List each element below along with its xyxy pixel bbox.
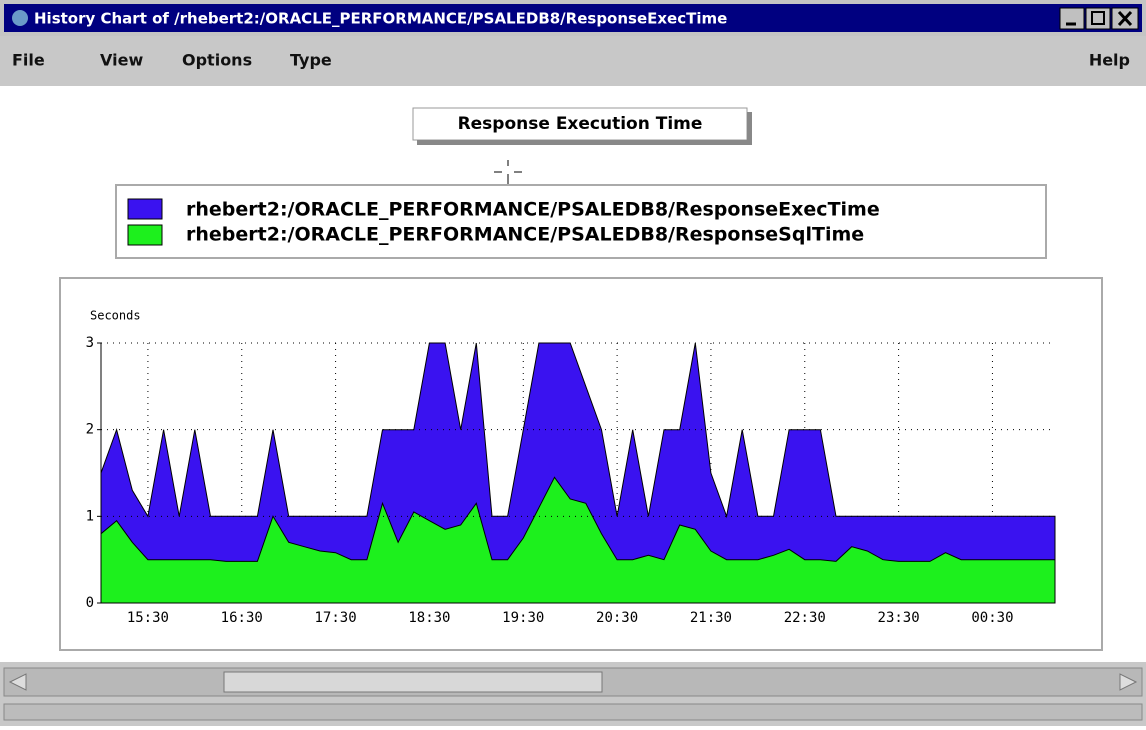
legend-swatch (127, 198, 163, 220)
window-title: History Chart of /rhebert2:/ORACLE_PERFO… (34, 10, 727, 28)
legend (115, 184, 1047, 259)
shadow (747, 112, 752, 144)
area (100, 476, 1056, 604)
y-tick-label: 2 (86, 422, 94, 438)
icon (1117, 10, 1133, 27)
x-tick-label: 15:30 (127, 610, 169, 626)
title-bar (4, 4, 1142, 32)
x-tick-label: 16:30 (221, 610, 263, 626)
x-tick-label: 19:30 (502, 610, 544, 626)
menu-bar (0, 36, 1146, 86)
x-tick-label: 23:30 (878, 610, 920, 626)
x-tick-label: 18:30 (408, 610, 450, 626)
area (100, 342, 1056, 604)
menu-item[interactable]: Type (290, 51, 332, 70)
y-tick-label: 1 (86, 508, 94, 524)
shadow (417, 140, 752, 145)
x-tick-label: 20:30 (596, 610, 638, 626)
menu-item[interactable]: Options (182, 51, 252, 70)
x-tick-label: 00:30 (971, 610, 1013, 626)
app-icon (12, 10, 28, 26)
x-tick-label: 17:30 (315, 610, 357, 626)
cursor (494, 160, 522, 184)
icon (1091, 11, 1105, 25)
x-tick-label: 22:30 (784, 610, 826, 626)
chart-title: Response Execution Time (458, 114, 703, 134)
y-tick-label: 0 (86, 595, 94, 611)
legend-label: rhebert2:/ORACLE_PERFORMANCE/PSALEDB8/Re… (186, 224, 864, 246)
window-controls (1059, 7, 1139, 30)
y-tick-label: 3 (86, 335, 94, 351)
legend-swatch (127, 224, 163, 246)
menu-item[interactable]: File (12, 51, 45, 70)
minimize-button[interactable] (1059, 7, 1085, 30)
legend-label: rhebert2:/ORACLE_PERFORMANCE/PSALEDB8/Re… (186, 199, 880, 221)
lower-scrollbar[interactable] (3, 703, 1143, 721)
menu-item[interactable]: Help (1089, 51, 1130, 70)
scroll-right[interactable] (1119, 673, 1138, 691)
scroll-thumb[interactable] (223, 671, 603, 693)
scroll-left[interactable] (8, 673, 27, 691)
x-tick-label: 21:30 (690, 610, 732, 626)
y-axis-label: Seconds (90, 309, 141, 323)
menu-item[interactable]: View (100, 51, 143, 70)
